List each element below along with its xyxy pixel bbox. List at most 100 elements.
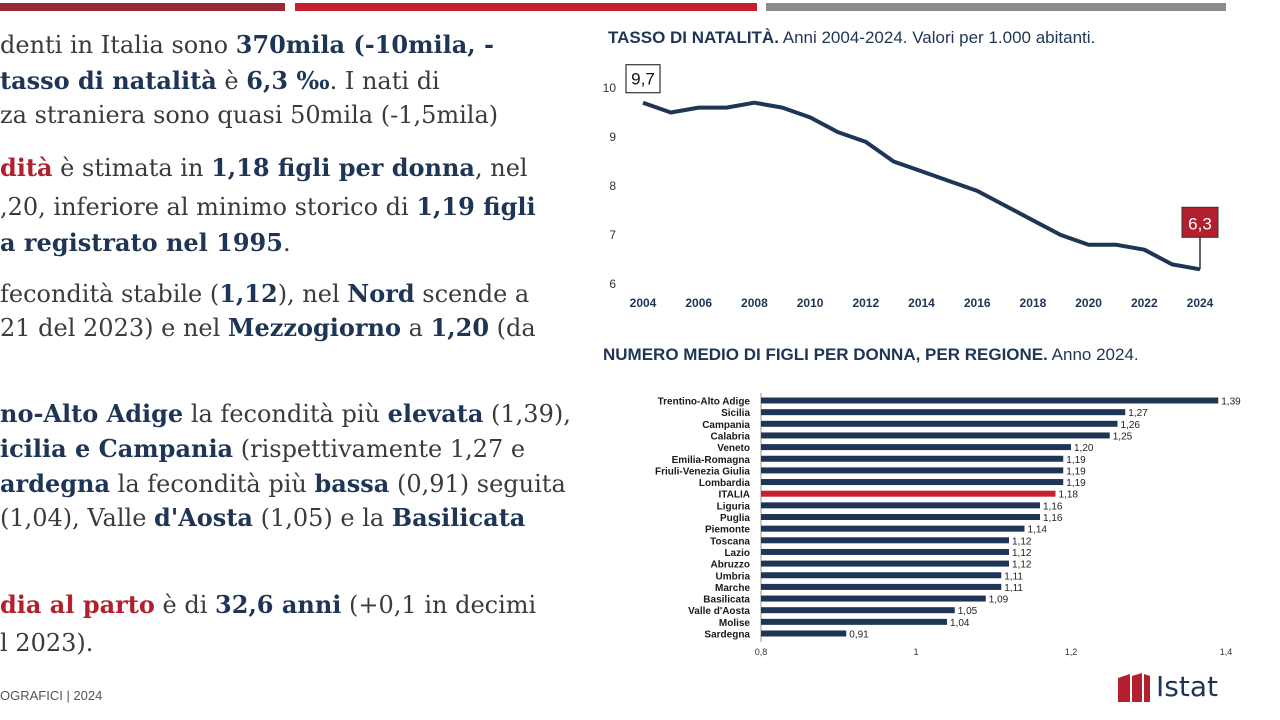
text-line: icilia e Campania (rispettivamente 1,27 … (0, 432, 600, 466)
annotation-label-end: 6,3 (1188, 214, 1212, 233)
bar-value-label: 1,16 (1043, 513, 1063, 524)
text-run: 1,12 (219, 279, 278, 308)
bar (761, 479, 1064, 486)
line-x-tick-label: 2018 (1020, 296, 1047, 310)
bar-value-label: 1,11 (1004, 571, 1023, 582)
text-line: fecondità stabile (1,12), nel Nord scend… (0, 277, 600, 311)
bar-value-label: 1,12 (1012, 536, 1032, 547)
line-chart-title-block: TASSO DI NATALITÀ. Anni 2004-2024. Valor… (608, 28, 1095, 48)
line-x-tick-label: 2014 (908, 296, 935, 310)
top-bar-segment-1 (0, 3, 285, 11)
bar-category-label: Marche (715, 583, 750, 594)
bar-category-label: Abruzzo (711, 560, 750, 571)
text-run: (0,91) seguita (389, 470, 566, 498)
text-run: (rispettivamente 1,27 e (233, 435, 526, 463)
text-run: (da (489, 314, 536, 342)
text-line: (1,04), Valle d'Aosta (1,05) e la Basili… (0, 501, 600, 535)
line-x-tick-label: 2008 (741, 296, 768, 310)
line-chart: 6 7 8 9 10 2004 2006 2008 2010 2012 2014 2016 2018 20… (603, 64, 1219, 310)
text-run: za straniera sono quasi 50mila (-1,5mila… (0, 101, 499, 129)
bar-value-label: 1,09 (989, 595, 1009, 606)
text-run: 1,19 figli (416, 192, 536, 221)
bar-chart-title: NUMERO MEDIO DI FIGLI PER DONNA, PER REG… (603, 345, 1048, 364)
bar-value-label: 1,39 (1221, 397, 1241, 408)
bar-value-label: 1,11 (1004, 583, 1023, 594)
bar-x-tick-label: 1,2 (1065, 647, 1078, 657)
bar-category-label: Piemonte (705, 525, 750, 536)
text-run: ardegna (0, 469, 111, 498)
bar (761, 467, 1064, 474)
bar-chart-title-block: NUMERO MEDIO DI FIGLI PER DONNA, PER REG… (603, 345, 1139, 365)
text-run: la fecondità più (110, 470, 315, 498)
text-line: za straniera sono quasi 50mila (-1,5mila… (0, 98, 600, 132)
line-chart-subtitle: Anni 2004-2024. Valori per 1.000 abitant… (782, 28, 1096, 47)
text-run: scende a (414, 280, 530, 308)
bar (761, 560, 1009, 567)
bar-value-label: 1,27 (1128, 408, 1148, 419)
bar-category-label: Umbria (716, 571, 751, 582)
text-line: a registrato nel 1995. (0, 226, 600, 260)
text-run: l 2023). (0, 629, 94, 657)
bar (761, 618, 947, 625)
line-x-tick-label: 2012 (852, 296, 879, 310)
text-run: tasso di natalità (0, 66, 217, 95)
text-run: , nel (474, 154, 528, 182)
bar-value-label: 1,18 (1059, 490, 1079, 501)
text-line: dia al parto è di 32,6 anni (+0,1 in dec… (0, 588, 600, 622)
annotation-box-end (1181, 206, 1219, 238)
text-run: (1,04), Valle (0, 504, 155, 532)
text-run: 6,3 ‰ (246, 66, 330, 95)
bar-category-label: Puglia (720, 513, 750, 524)
text-line: denti in Italia sono 370mila (-10mila, - (0, 28, 600, 62)
bar (761, 595, 986, 602)
slide-footer: OGRAFICI | 2024 (0, 688, 103, 703)
text-line: tasso di natalità è 6,3 ‰. I nati di (0, 64, 600, 98)
bar-category-label: Lombardia (699, 478, 751, 489)
bar-category-label: Emilia-Romagna (672, 455, 751, 466)
bar (761, 409, 1126, 416)
line-x-tick-label: 2024 (1187, 296, 1214, 310)
line-y-tick-label: 7 (609, 228, 616, 242)
bar-value-label: 1,19 (1066, 478, 1086, 489)
bar (761, 455, 1064, 462)
text-run: 32,6 anni (215, 590, 342, 619)
text-run: ,20, inferiore al minimo storico di (0, 193, 417, 221)
text-run: no-Alto Adige (0, 399, 184, 428)
line-x-tick-label: 2016 (964, 296, 991, 310)
bar-value-label: 1,12 (1012, 548, 1032, 559)
text-run: dità (0, 153, 53, 182)
text-line: 21 del 2023) e nel Mezzogiorno a 1,20 (d… (0, 311, 600, 345)
text-line: l 2023). (0, 626, 600, 660)
line-x-tick-label: 2020 (1075, 296, 1102, 310)
bar-category-label: Campania (702, 420, 750, 431)
line-x-tick-label: 2010 (797, 296, 824, 310)
istat-logo-text: Istat (1156, 670, 1218, 703)
text-run: è (216, 67, 247, 95)
bar-x-tick-label: 1 (913, 647, 918, 657)
text-run: 370mila (-10mila, - (235, 30, 494, 59)
text-run: denti in Italia sono (0, 31, 236, 59)
annotation-box-start (625, 64, 661, 94)
text-run: 1,20 (430, 313, 490, 342)
top-bar-segment-2 (295, 3, 757, 11)
text-run: (+0,1 in decimi (341, 591, 537, 619)
bar-value-label: 0,91 (849, 630, 869, 641)
text-run: dia al parto (0, 590, 155, 619)
bar-category-label: Friuli-Venezia Giulia (655, 466, 750, 477)
bar (761, 630, 847, 637)
text-line: dità è stimata in 1,18 figli per donna, … (0, 151, 600, 185)
bar (761, 537, 1009, 544)
bar (761, 397, 1219, 404)
bar-value-label: 1,14 (1028, 525, 1048, 536)
text-run: Nord (347, 279, 415, 308)
bar-value-label: 1,16 (1043, 501, 1063, 512)
bar-category-label: ITALIA (719, 490, 750, 501)
bar (761, 525, 1025, 532)
bar-value-label: 1,20 (1074, 443, 1094, 454)
bar-category-label: Veneto (717, 443, 750, 454)
bar-value-label: 1,25 (1113, 431, 1133, 442)
text-run: elevata (387, 399, 484, 428)
line-x-tick-label: 2022 (1131, 296, 1158, 310)
bar-category-label: Sardegna (704, 630, 750, 641)
bar-italia (761, 490, 1056, 497)
